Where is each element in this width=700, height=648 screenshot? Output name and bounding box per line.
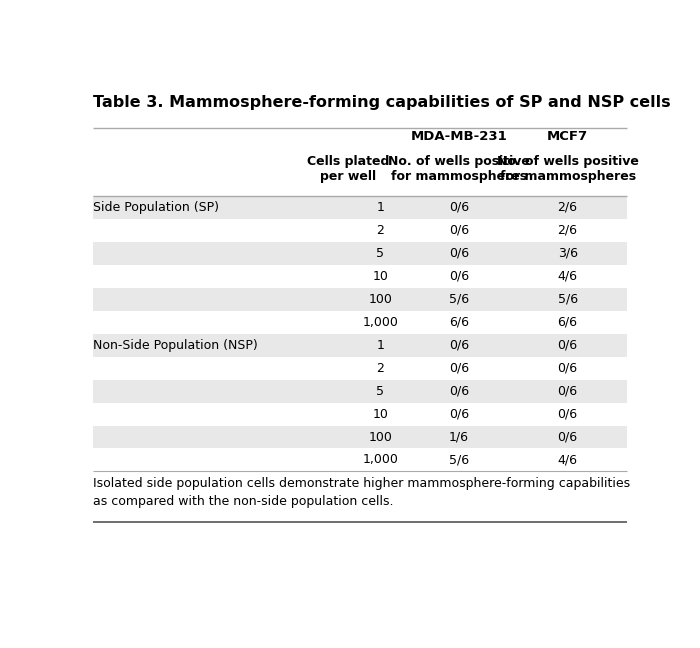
Text: 0/6: 0/6	[449, 362, 469, 375]
Bar	[93, 242, 627, 265]
Text: 0/6: 0/6	[449, 385, 469, 398]
Text: 0/6: 0/6	[557, 430, 578, 443]
Text: 0/6: 0/6	[557, 362, 578, 375]
Text: MDA-MB-231: MDA-MB-231	[411, 130, 508, 143]
Text: 6/6: 6/6	[558, 316, 577, 329]
Text: 0/6: 0/6	[557, 408, 578, 421]
Text: 1,000: 1,000	[363, 316, 398, 329]
Text: 10: 10	[372, 408, 389, 421]
Text: 0/6: 0/6	[449, 270, 469, 283]
Text: Side Population (SP): Side Population (SP)	[93, 201, 219, 214]
Text: 100: 100	[368, 293, 393, 306]
Text: 3/6: 3/6	[558, 247, 577, 260]
Text: 2: 2	[377, 362, 384, 375]
Text: 2/6: 2/6	[558, 201, 577, 214]
Text: 0/6: 0/6	[449, 201, 469, 214]
Text: No. of wells positive
for mammospheres: No. of wells positive for mammospheres	[497, 155, 638, 183]
Text: 0/6: 0/6	[557, 339, 578, 352]
Text: 0/6: 0/6	[449, 339, 469, 352]
Bar	[93, 288, 627, 311]
Bar	[93, 334, 627, 356]
Text: 2/6: 2/6	[558, 224, 577, 237]
Text: 0/6: 0/6	[449, 408, 469, 421]
Text: 5: 5	[377, 385, 384, 398]
Text: Table 3. Mammosphere-forming capabilities of SP and NSP cells: Table 3. Mammosphere-forming capabilitie…	[93, 95, 671, 110]
Text: Isolated side population cells demonstrate higher mammosphere-forming capabiliti: Isolated side population cells demonstra…	[93, 478, 630, 509]
Text: 5: 5	[377, 247, 384, 260]
Text: 0/6: 0/6	[449, 247, 469, 260]
Text: MCF7: MCF7	[547, 130, 588, 143]
Bar	[93, 380, 627, 402]
Text: 5/6: 5/6	[449, 454, 469, 467]
Text: 5/6: 5/6	[449, 293, 469, 306]
Text: 2: 2	[377, 224, 384, 237]
Text: 5/6: 5/6	[557, 293, 578, 306]
Text: 100: 100	[368, 430, 393, 443]
Bar	[93, 426, 627, 448]
Text: 1,000: 1,000	[363, 454, 398, 467]
Text: 1: 1	[377, 339, 384, 352]
Text: 10: 10	[372, 270, 389, 283]
Text: 1: 1	[377, 201, 384, 214]
Text: 4/6: 4/6	[558, 270, 577, 283]
Bar	[93, 196, 627, 219]
Text: 4/6: 4/6	[558, 454, 577, 467]
Text: No. of wells positive
for mammospheres: No. of wells positive for mammospheres	[389, 155, 530, 183]
Text: 1/6: 1/6	[449, 430, 469, 443]
Text: 6/6: 6/6	[449, 316, 469, 329]
Text: Non-Side Population (NSP): Non-Side Population (NSP)	[93, 339, 258, 352]
Text: Cells plated
per well: Cells plated per well	[307, 155, 389, 183]
Text: 0/6: 0/6	[557, 385, 578, 398]
Text: 0/6: 0/6	[449, 224, 469, 237]
